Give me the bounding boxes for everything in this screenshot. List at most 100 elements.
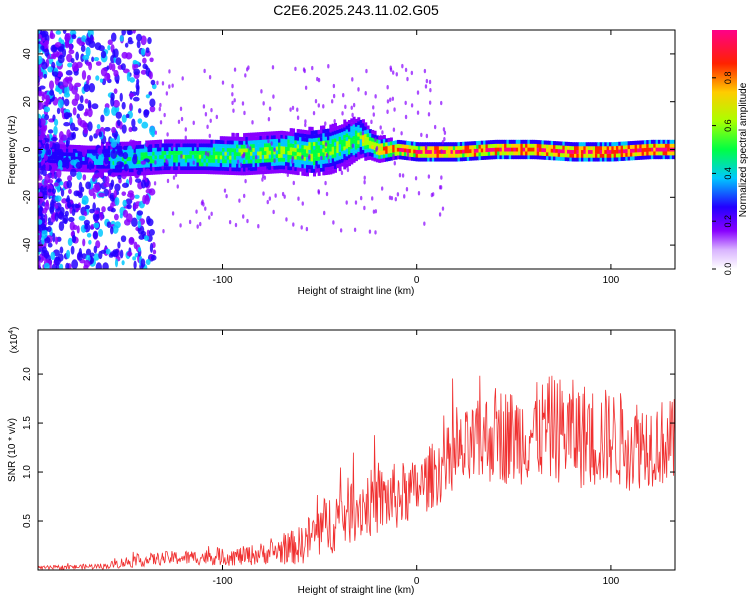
heatmap-cell <box>587 149 591 154</box>
heatmap-cell <box>571 142 575 147</box>
heatmap-cell <box>581 153 585 158</box>
heatmap-cell <box>296 140 300 145</box>
heatmap-cell <box>345 140 349 145</box>
heatmap-noise <box>140 230 147 236</box>
heatmap-cell <box>264 139 268 144</box>
heatmap-cell <box>285 165 289 170</box>
heatmap-noise <box>49 140 53 148</box>
heatmap-cell <box>606 149 610 154</box>
heatmap-cell <box>601 157 605 162</box>
heatmap-cell <box>413 157 417 162</box>
heatmap-noise <box>134 194 140 199</box>
heatmap-cell <box>135 156 139 161</box>
heatmap-cell <box>431 146 435 151</box>
heatmap-cell <box>282 134 286 139</box>
heatmap-noise <box>121 260 125 266</box>
heatmap-cell <box>257 147 261 152</box>
heatmap-cell <box>478 152 482 157</box>
heatmap-cell <box>161 147 165 152</box>
heatmap-noise <box>374 209 378 214</box>
heatmap-cell <box>315 160 319 165</box>
heatmap-cell <box>110 160 114 165</box>
heatmap-cell <box>480 144 484 149</box>
heatmap-cell <box>613 145 617 150</box>
heatmap-cell <box>436 149 440 154</box>
heatmap-noise <box>147 37 152 45</box>
heatmap-cell <box>79 168 83 173</box>
heatmap-cell <box>336 152 340 157</box>
heatmap-cell <box>194 166 198 171</box>
heatmap-cell <box>149 159 153 164</box>
heatmap-cell <box>131 149 135 154</box>
heatmap-noise <box>128 175 133 186</box>
heatmap-cell <box>296 159 300 164</box>
heatmap-cell <box>306 145 310 150</box>
heatmap-noise <box>232 108 235 113</box>
heatmap-noise <box>85 46 91 57</box>
heatmap-cell <box>350 148 354 153</box>
heatmap-cell <box>217 143 221 148</box>
heatmap-noise <box>99 211 104 221</box>
heatmap-cell <box>196 147 200 152</box>
heatmap-cell <box>292 128 296 133</box>
heatmap-cell <box>485 144 489 149</box>
heatmap-cell <box>504 151 508 156</box>
heatmap-cell <box>177 150 181 155</box>
heatmap-noise <box>158 106 161 112</box>
heatmap-cell <box>135 148 139 153</box>
heatmap-cell <box>70 144 74 149</box>
heatmap-cell <box>264 143 268 148</box>
heatmap-noise <box>416 110 420 115</box>
heatmap-noise <box>111 63 116 72</box>
heatmap-noise <box>80 186 85 193</box>
heatmap-noise <box>93 253 100 261</box>
heatmap-noise <box>239 162 243 167</box>
heatmap-cell <box>212 143 216 148</box>
heatmap-cell <box>182 158 186 163</box>
heatmap-cell <box>189 150 193 155</box>
heatmap-noise <box>63 214 69 225</box>
heatmap-cell <box>201 154 205 159</box>
heatmap-cell <box>604 142 608 147</box>
heatmap-cell <box>569 145 573 150</box>
heatmap-noise <box>63 157 68 164</box>
heatmap-cell <box>403 144 407 149</box>
heatmap-noise <box>428 100 432 105</box>
heatmap-noise <box>56 168 62 179</box>
heatmap-cell <box>119 168 123 173</box>
heatmap-cell <box>194 162 198 167</box>
heatmap-cell <box>259 155 263 160</box>
heatmap-cell <box>343 127 347 132</box>
heatmap-cell <box>310 130 314 135</box>
heatmap-cell <box>119 172 123 177</box>
heatmap-cell <box>173 143 177 148</box>
heatmap-cell <box>250 140 254 145</box>
heatmap-noise <box>359 195 363 201</box>
heatmap-cell <box>641 140 645 145</box>
heatmap-cell <box>147 148 151 153</box>
heatmap-noise <box>126 30 132 36</box>
heatmap-noise <box>154 160 157 165</box>
heatmap-cell <box>615 149 619 154</box>
heatmap-noise <box>121 191 127 196</box>
heatmap-noise <box>126 251 133 257</box>
heatmap-cell <box>159 170 163 175</box>
heatmap-cell <box>599 142 603 147</box>
heatmap-noise <box>88 83 96 93</box>
heatmap-cell <box>217 159 221 164</box>
heatmap-cell <box>210 139 214 144</box>
heatmap-cell <box>608 142 612 147</box>
heatmap-cell <box>79 152 83 157</box>
heatmap-cell <box>392 140 396 145</box>
heatmap-cell <box>93 160 97 165</box>
heatmap-cell <box>278 130 282 135</box>
heatmap-cell <box>648 155 652 160</box>
heatmap-cell <box>266 158 270 163</box>
heatmap-cell <box>350 126 354 131</box>
heatmap-noise <box>149 105 156 113</box>
heatmap-noise <box>121 51 128 59</box>
heatmap-cell <box>487 144 491 149</box>
heatmap-noise <box>89 252 95 257</box>
heatmap-cell <box>294 163 298 168</box>
heatmap-cell <box>273 131 277 136</box>
